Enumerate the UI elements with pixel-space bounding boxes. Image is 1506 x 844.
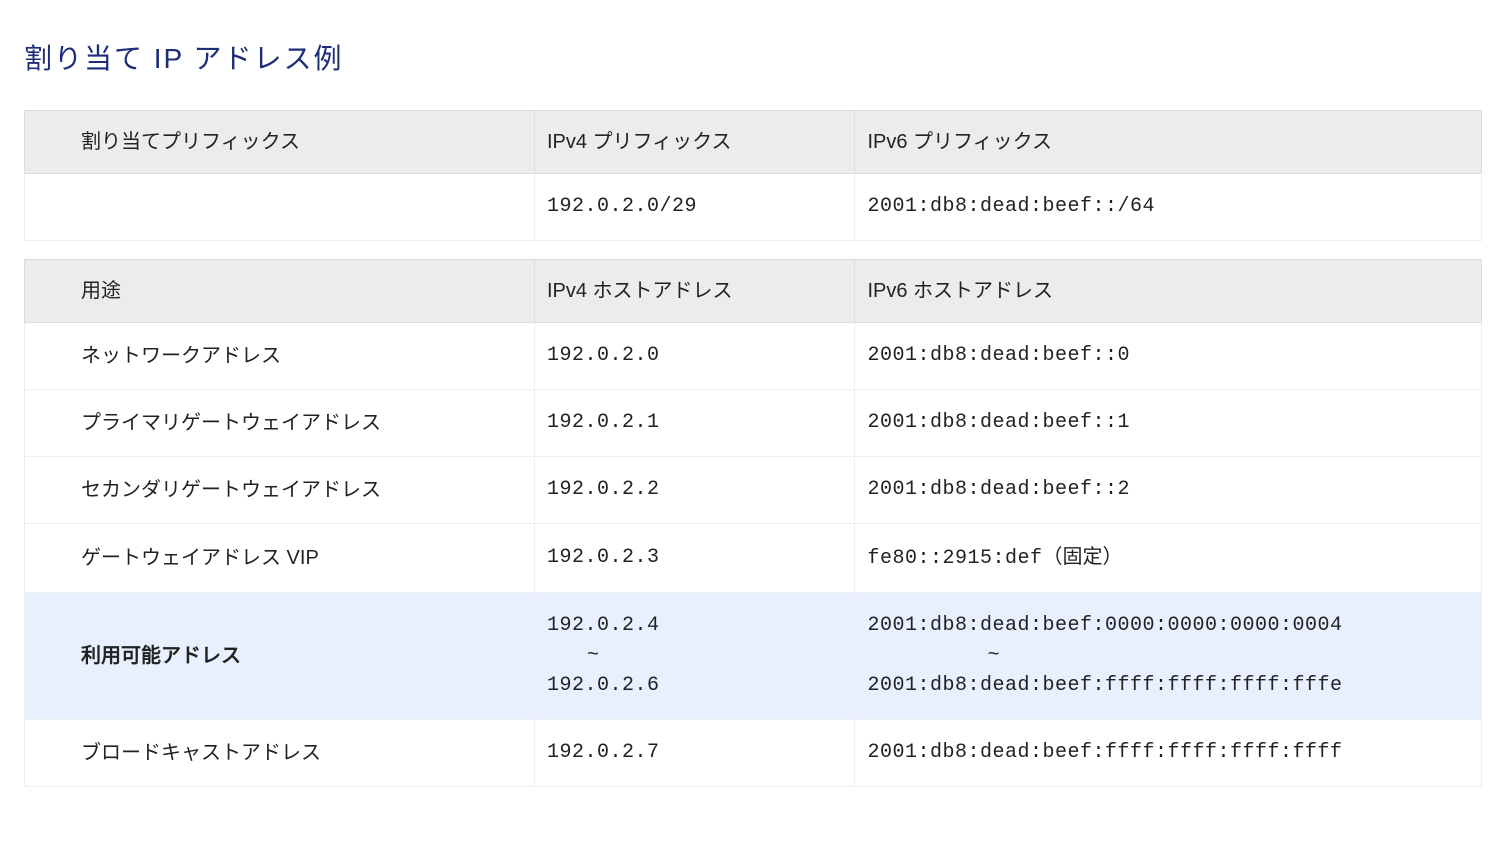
ipv6-note: （固定） [1043, 546, 1123, 568]
host-ipv6: 2001:db8:dead:beef::1 [855, 390, 1482, 457]
ipv4-range-start: 192.0.2.4 [547, 611, 843, 641]
prefix-table-body: 192.0.2.0/292001:db8:dead:beef::/64 [25, 174, 1482, 241]
host-col-purpose: 用途 [25, 260, 535, 323]
host-label: 利用可能アドレス [25, 593, 535, 720]
page-title: 割り当て IP アドレス例 [24, 38, 1482, 80]
ipv6-address: 2001:db8:dead:beef::2 [867, 478, 1130, 501]
page: 割り当て IP アドレス例 割り当てプリフィックス IPv4 プリフィックス I… [0, 0, 1506, 844]
host-ipv4: 192.0.2.1 [534, 390, 855, 457]
host-table-body: ネットワークアドレス192.0.2.0 2001:db8:dead:beef::0… [25, 323, 1482, 787]
host-label: ネットワークアドレス [25, 323, 535, 390]
table-row: セカンダリゲートウェイアドレス192.0.2.2 2001:db8:dead:be… [25, 457, 1482, 524]
table-row: ブロードキャストアドレス192.0.2.7 2001:db8:dead:beef:… [25, 720, 1482, 787]
host-ipv6: 2001:db8:dead:beef:0000:0000:0000:0004~2… [855, 593, 1482, 720]
ipv4-range-sep: ~ [547, 641, 843, 671]
table-row: プライマリゲートウェイアドレス192.0.2.1 2001:db8:dead:be… [25, 390, 1482, 457]
ipv6-address: fe80::2915:def [867, 547, 1042, 570]
host-ipv6: 2001:db8:dead:beef:ffff:ffff:ffff:ffff [855, 720, 1482, 787]
host-col-ipv6: IPv6 ホストアドレス [855, 260, 1482, 323]
host-label: プライマリゲートウェイアドレス [25, 390, 535, 457]
prefix-col-ipv6: IPv6 プリフィックス [855, 111, 1482, 174]
table-row: 192.0.2.0/292001:db8:dead:beef::/64 [25, 174, 1482, 241]
host-ipv6: 2001:db8:dead:beef::0 [855, 323, 1482, 390]
prefix-label [25, 174, 535, 241]
host-table: 用途 IPv4 ホストアドレス IPv6 ホストアドレス ネットワークアドレス1… [24, 259, 1482, 787]
ipv6-range-end: 2001:db8:dead:beef:ffff:ffff:ffff:fffe [867, 671, 1469, 701]
table-row: ゲートウェイアドレス VIP192.0.2.3fe80::2915:def（固定… [25, 524, 1482, 593]
table-row: ネットワークアドレス192.0.2.0 2001:db8:dead:beef::0 [25, 323, 1482, 390]
prefix-table: 割り当てプリフィックス IPv4 プリフィックス IPv6 プリフィックス 19… [24, 110, 1482, 241]
prefix-table-header: 割り当てプリフィックス IPv4 プリフィックス IPv6 プリフィックス [25, 111, 1482, 174]
host-table-header: 用途 IPv4 ホストアドレス IPv6 ホストアドレス [25, 260, 1482, 323]
ipv6-address: 2001:db8:dead:beef::0 [867, 344, 1130, 367]
host-ipv6: 2001:db8:dead:beef::2 [855, 457, 1482, 524]
host-ipv4: 192.0.2.2 [534, 457, 855, 524]
host-label: ゲートウェイアドレス VIP [25, 524, 535, 593]
prefix-ipv6: 2001:db8:dead:beef::/64 [855, 174, 1482, 241]
ipv4-range-end: 192.0.2.6 [547, 671, 843, 701]
host-ipv6: fe80::2915:def（固定） [855, 524, 1482, 593]
host-ipv4: 192.0.2.7 [534, 720, 855, 787]
host-col-ipv4: IPv4 ホストアドレス [534, 260, 855, 323]
prefix-ipv4: 192.0.2.0/29 [534, 174, 855, 241]
ipv6-address: 2001:db8:dead:beef:ffff:ffff:ffff:ffff [867, 741, 1342, 764]
prefix-col-assigned: 割り当てプリフィックス [25, 111, 535, 174]
ipv6-range-start: 2001:db8:dead:beef:0000:0000:0000:0004 [867, 611, 1469, 641]
table-row: 利用可能アドレス192.0.2.4~192.0.2.62001:db8:dead… [25, 593, 1482, 720]
ipv6-range-sep: ~ [867, 641, 1469, 671]
ipv6-address: 2001:db8:dead:beef::1 [867, 411, 1130, 434]
prefix-col-ipv4: IPv4 プリフィックス [534, 111, 855, 174]
host-label: ブロードキャストアドレス [25, 720, 535, 787]
host-label: セカンダリゲートウェイアドレス [25, 457, 535, 524]
host-ipv4: 192.0.2.4~192.0.2.6 [534, 593, 855, 720]
host-ipv4: 192.0.2.0 [534, 323, 855, 390]
host-ipv4: 192.0.2.3 [534, 524, 855, 593]
